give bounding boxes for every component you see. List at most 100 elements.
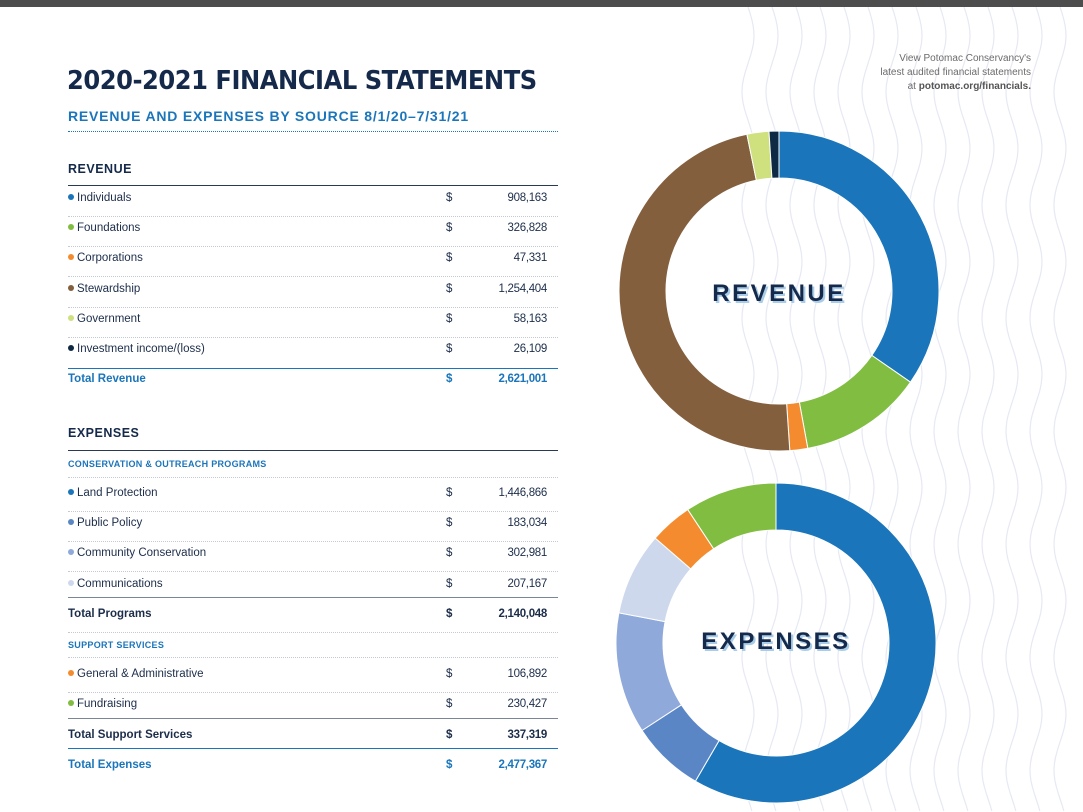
currency-symbol: $ (446, 283, 453, 295)
programs-divider (68, 477, 558, 478)
expenses-total-row: Total Expenses $ 2,477,367 (68, 753, 558, 783)
donut-slice-land-protection (694, 482, 937, 804)
currency-symbol: $ (446, 729, 453, 741)
revenue-rule (68, 185, 558, 186)
row-label: Total Revenue (68, 373, 146, 385)
row-label: Communications (77, 578, 163, 590)
revenue-row: Foundations $ 326,828 (68, 216, 558, 247)
legend-dot (68, 345, 74, 351)
row-label: Individuals (77, 192, 132, 204)
donut-slice-individuals (778, 130, 940, 383)
row-value: 47,331 (513, 252, 548, 264)
legend-dot (68, 489, 74, 495)
note-prefix: at (907, 81, 919, 92)
expenses-total-rule (68, 748, 558, 749)
revenue-total-rule (68, 368, 558, 369)
title-divider (68, 131, 558, 132)
note-line-3: at potomac.org/financials. (780, 80, 1031, 94)
expense-row: Fundraising $ 230,427 (68, 692, 558, 722)
revenue-total-row: Total Revenue $ 2,621,001 (68, 367, 558, 397)
revenue-donut-chart (618, 130, 940, 452)
wave-line (1053, 7, 1067, 812)
wave-line (957, 7, 971, 812)
donut-slice-stewardship (618, 133, 791, 452)
currency-symbol: $ (446, 668, 453, 680)
row-value: 337,319 (507, 729, 548, 741)
row-label: Land Protection (77, 487, 158, 499)
row-value: 1,254,404 (498, 283, 548, 295)
row-label: Public Policy (77, 517, 143, 529)
legend-dot (68, 519, 74, 525)
row-value: 326,828 (507, 222, 548, 234)
currency-symbol: $ (446, 487, 453, 499)
currency-symbol: $ (446, 517, 453, 529)
currency-symbol: $ (446, 252, 453, 264)
currency-symbol: $ (446, 759, 453, 771)
row-label: Foundations (77, 222, 141, 234)
currency-symbol: $ (446, 547, 453, 559)
row-value: 1,446,866 (498, 487, 548, 499)
row-value: 230,427 (507, 698, 548, 710)
revenue-row: Investment income/(loss) $ 26,109 (68, 337, 558, 367)
financials-link[interactable]: potomac.org/financials. (918, 81, 1031, 92)
row-label: Corporations (77, 252, 143, 264)
row-value: 207,167 (507, 578, 548, 590)
expenses-chart-title: EXPENSES (701, 628, 851, 655)
currency-symbol: $ (446, 373, 453, 385)
currency-symbol: $ (446, 222, 453, 234)
programs-total-rule (68, 597, 558, 598)
audited-statements-note: View Potomac Conservancy's latest audite… (780, 52, 1031, 94)
programs-total-row: Total Programs $ 2,140,048 (68, 602, 558, 633)
row-value: 302,981 (507, 547, 548, 559)
currency-symbol: $ (446, 578, 453, 590)
wave-line (981, 7, 995, 812)
support-divider (68, 657, 558, 658)
row-value: 183,034 (507, 517, 548, 529)
currency-symbol: $ (446, 608, 453, 620)
expense-row: Land Protection $ 1,446,866 (68, 481, 558, 512)
donut-slice-fundraising (687, 482, 777, 550)
expense-row: Communications $ 207,167 (68, 572, 558, 602)
support-subheading: SUPPORT SERVICES (68, 640, 165, 650)
row-label: Community Conservation (77, 547, 207, 559)
row-value: 58,163 (513, 313, 548, 325)
currency-symbol: $ (446, 698, 453, 710)
legend-dot (68, 254, 74, 260)
legend-dot (68, 549, 74, 555)
expense-row: Public Policy $ 183,034 (68, 511, 558, 542)
revenue-row: Stewardship $ 1,254,404 (68, 277, 558, 308)
revenue-row: Individuals $ 908,163 (68, 186, 558, 217)
currency-symbol: $ (446, 192, 453, 204)
programs-subheading: CONSERVATION & OUTREACH PROGRAMS (68, 459, 267, 469)
row-label: Total Expenses (68, 759, 152, 771)
row-value: 26,109 (513, 343, 548, 355)
row-label: Investment income/(loss) (77, 343, 205, 355)
expenses-heading: EXPENSES (68, 426, 140, 440)
donut-slice-investment-income-loss (768, 130, 780, 179)
row-label: Total Programs (68, 608, 152, 620)
row-value: 908,163 (507, 192, 548, 204)
legend-dot (68, 580, 74, 586)
revenue-row: Corporations $ 47,331 (68, 246, 558, 277)
row-label: Total Support Services (68, 729, 193, 741)
row-value: 2,477,367 (498, 759, 548, 771)
page-title: 2020-2021 FINANCIAL STATEMENTS (67, 66, 537, 96)
legend-dot (68, 670, 74, 676)
revenue-chart-title: REVENUE (712, 280, 846, 307)
row-value: 106,892 (507, 668, 548, 680)
legend-dot (68, 194, 74, 200)
legend-dot (68, 700, 74, 706)
wave-line (933, 7, 947, 812)
wave-line (1005, 7, 1019, 812)
page-subtitle: REVENUE AND EXPENSES BY SOURCE 8/1/20–7/… (68, 108, 469, 124)
expense-row: General & Administrative $ 106,892 (68, 662, 558, 693)
expense-row: Community Conservation $ 302,981 (68, 541, 558, 572)
row-label: Government (77, 313, 141, 325)
top-border-bar (0, 0, 1083, 7)
row-value: 2,621,001 (498, 373, 548, 385)
legend-dot (68, 315, 74, 321)
support-total-rule (68, 718, 558, 719)
legend-dot (68, 224, 74, 230)
wave-line (1029, 7, 1043, 812)
expenses-rule (68, 450, 558, 451)
